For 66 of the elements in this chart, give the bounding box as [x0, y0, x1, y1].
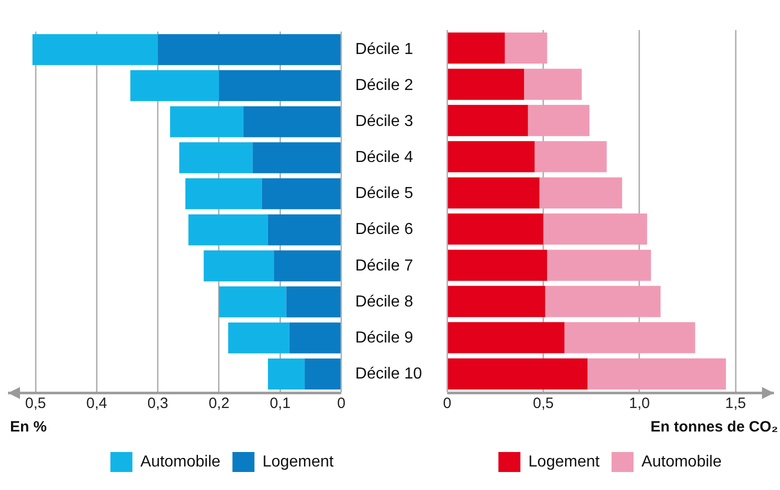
- y-tick-label: Décile 5: [355, 185, 414, 202]
- x-tick-label: 1,5: [725, 395, 746, 412]
- bar: [528, 104, 590, 136]
- bar: [448, 104, 528, 136]
- bar: [448, 32, 505, 64]
- y-tick-label: Décile 4: [355, 149, 414, 166]
- bar: [448, 141, 535, 172]
- bar: [218, 286, 286, 318]
- bar: [262, 178, 341, 210]
- x-axis-title: En tonnes de CO₂: [650, 418, 778, 436]
- bar: [32, 34, 158, 66]
- bar: [524, 68, 582, 100]
- bar: [188, 214, 268, 246]
- legend-label: Automobile: [642, 453, 722, 470]
- bar: [218, 70, 341, 102]
- x-tick-label: 0,5: [532, 395, 554, 412]
- bar: [170, 106, 244, 138]
- bar: [130, 70, 219, 102]
- bar: [564, 322, 696, 354]
- y-tick-label: Décile 7: [355, 257, 414, 274]
- y-tick-label: Décile 10: [355, 365, 422, 382]
- bar: [534, 141, 607, 172]
- x-axis-title: En %: [10, 418, 47, 436]
- bar: [448, 68, 524, 100]
- bar: [545, 286, 661, 318]
- bar: [539, 177, 622, 208]
- x-tick-label: 0,3: [147, 395, 168, 412]
- x-tick-label: 0: [337, 395, 346, 412]
- y-tick-label: Décile 6: [355, 221, 414, 238]
- bar: [448, 250, 548, 281]
- x-tick-label: 1,0: [628, 395, 650, 412]
- bar: [448, 214, 544, 245]
- y-tick-label: Décile 8: [355, 293, 414, 310]
- y-tick-label: Décile 1: [355, 41, 414, 58]
- bar: [547, 250, 651, 281]
- bar: [304, 358, 341, 390]
- bar: [268, 214, 341, 246]
- x-tick-label: 0,1: [270, 395, 291, 412]
- x-tick-label: 0,5: [25, 395, 46, 412]
- y-tick-label: Décile 3: [355, 113, 414, 130]
- x-tick-label: 0,2: [208, 395, 230, 412]
- bar: [268, 358, 305, 390]
- legend-label: Logement: [528, 453, 600, 470]
- bar: [289, 322, 341, 354]
- bar: [448, 177, 540, 208]
- bar: [252, 142, 341, 174]
- bar: [274, 250, 341, 282]
- bar: [448, 286, 546, 318]
- bar: [204, 250, 274, 282]
- bar: [243, 106, 341, 138]
- bar: [504, 32, 548, 64]
- y-tick-label: Décile 9: [355, 329, 414, 346]
- bar: [286, 286, 341, 318]
- bar: [179, 142, 253, 174]
- bar: [158, 34, 341, 66]
- x-tick-label: 0: [443, 395, 452, 412]
- bar: [448, 358, 588, 390]
- legend-label: Automobile: [140, 453, 221, 470]
- bar: [448, 322, 564, 354]
- bar: [228, 322, 290, 354]
- y-tick-label: Décile 2: [355, 77, 414, 94]
- legend-label: Logement: [262, 453, 334, 470]
- bar: [543, 214, 648, 245]
- x-tick-label: 0,4: [86, 395, 108, 412]
- bar: [588, 358, 726, 390]
- bar: [185, 178, 262, 210]
